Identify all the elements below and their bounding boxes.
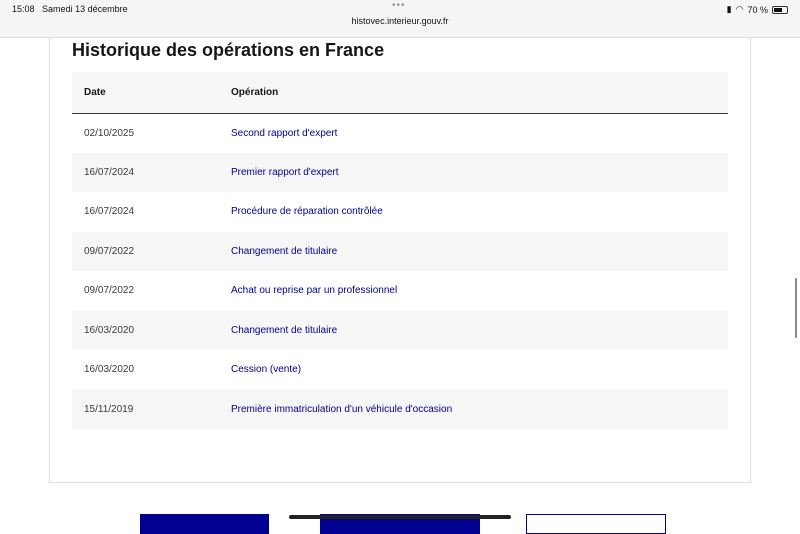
row-date: 02/10/2025 — [84, 127, 135, 139]
secondary-button[interactable] — [526, 514, 666, 534]
address-bar[interactable]: histovec.interieur.gouv.fr — [351, 16, 449, 26]
home-indicator — [289, 515, 511, 519]
column-header-date: Date — [72, 72, 231, 114]
operation-link[interactable]: Procédure de réparation contrôlée — [231, 206, 383, 218]
row-operation: Cession (vente) — [231, 350, 728, 390]
operation-link[interactable]: Cession (vente) — [231, 364, 302, 376]
operation-link[interactable]: Achat ou reprise par un professionnel — [231, 285, 398, 297]
scrollbar[interactable] — [795, 278, 797, 338]
row-operation: Procédure de réparation contrôlée — [231, 192, 728, 232]
battery-percent: 70 % — [747, 4, 768, 15]
row-operation: Changement de titulaire — [231, 310, 728, 350]
section-title: Historique des opérations en France — [72, 40, 385, 60]
table-row: 15/11/2019 Première immatriculation d'un … — [72, 389, 728, 429]
column-header-operation: Opération — [231, 72, 728, 114]
operation-link[interactable]: Premier rapport d'expert — [231, 166, 339, 178]
table-row: 16/07/2024 Procédure de réparation contrô… — [72, 192, 728, 232]
table-row: 09/07/2022 Changement de titulaire — [72, 231, 728, 271]
table-row: 16/03/2020 Cession (vente) — [72, 350, 728, 390]
more-icon[interactable]: ••• — [392, 0, 406, 11]
row-date: 09/07/2022 — [72, 231, 231, 271]
table-row: 09/07/2022 Achat ou reprise par un profes… — [72, 271, 728, 311]
row-date: 15/11/2019 — [72, 389, 231, 429]
row-operation: Premier rapport d'expert — [231, 152, 728, 192]
wifi-icon: ◠ — [735, 4, 744, 14]
row-operation: Second rapport d'expert — [231, 113, 728, 153]
row-date: 16/03/2020 — [72, 310, 231, 350]
table-row: 02/10/2025 Second rapport d'expert — [72, 113, 728, 153]
row-operation: Première immatriculation d'un véhicule d… — [231, 389, 728, 429]
table-row: 16/03/2020 Changement de titulaire — [72, 310, 728, 350]
operation-link[interactable]: Première immatriculation d'un véhicule d… — [231, 403, 453, 415]
row-date: 09/07/2022 — [84, 285, 135, 297]
battery-icon — [772, 5, 788, 14]
table-row: 16/07/2024 Premier rapport d'expert — [72, 152, 728, 192]
row-date: 16/07/2024 — [84, 206, 135, 218]
row-operation: Achat ou reprise par un professionnel — [231, 271, 728, 311]
row-operation: Changement de titulaire — [231, 231, 728, 271]
history-card — [49, 38, 751, 483]
primary-button[interactable] — [140, 514, 269, 534]
row-date: 16/07/2024 — [72, 152, 231, 192]
status-time: 15:08 Samedi 13 décembre — [12, 4, 128, 14]
operation-link[interactable]: Second rapport d'expert — [231, 127, 338, 139]
operation-link[interactable]: Changement de titulaire — [231, 245, 338, 257]
signal-icon: ▮ — [726, 4, 732, 14]
status-bar: 15:08 Samedi 13 décembre ••• histovec.in… — [0, 0, 800, 38]
operation-link[interactable]: Changement de titulaire — [231, 324, 338, 336]
row-date: 16/03/2020 — [84, 364, 135, 376]
operations-table: Date Opération 02/10/2025 Second rapport … — [72, 72, 728, 429]
